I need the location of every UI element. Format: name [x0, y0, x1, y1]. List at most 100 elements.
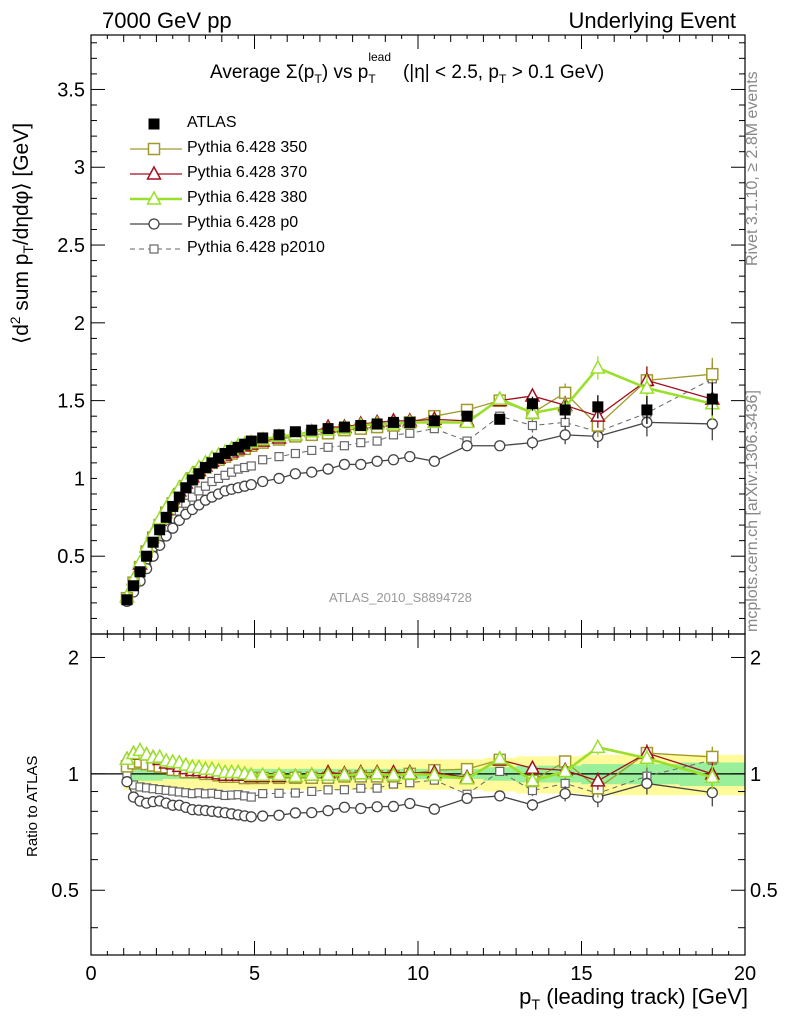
ratio-y-tick-label: 0.5: [51, 880, 79, 902]
data-point-atlas: [180, 482, 192, 494]
data-point-p0: [273, 472, 285, 485]
legend-label-p2010: Pythia 6.428 p2010: [187, 239, 325, 256]
data-point-p0: [355, 458, 367, 471]
ratio-point-p0: [121, 776, 133, 788]
ratio-y-tick-label-right: 0.5: [750, 880, 778, 902]
data-point-atlas: [128, 580, 140, 592]
data-point-p0: [167, 522, 179, 534]
data-point-p0: [428, 455, 441, 467]
data-point-atlas: [387, 416, 399, 428]
data-point-p380: [491, 390, 508, 405]
ratio-point-p2010: [339, 785, 350, 795]
data-point-atlas: [404, 416, 416, 428]
x-tick-label: 0: [85, 963, 96, 985]
data-point-atlas: [273, 429, 285, 441]
legend-label-p0: Pythia 6.428 p0: [187, 214, 299, 231]
data-point-atlas: [371, 418, 383, 430]
data-point-atlas: [245, 435, 257, 447]
ratio-point-p0: [404, 797, 416, 810]
legend-symbol: [148, 118, 160, 130]
ratio-point-p0: [257, 810, 269, 822]
data-point-atlas: [186, 474, 198, 486]
data-point-p2010: [187, 492, 197, 502]
ratio-y-axis-label: Ratio to ATLAS: [24, 755, 41, 857]
data-point-atlas: [160, 511, 172, 523]
ratio-point-p380: [303, 766, 320, 781]
chart-title: Average Σ(pT) vs p lead T (|η| < 2.5, pT >…: [210, 50, 605, 86]
ratio-point-p380: [402, 765, 418, 780]
data-point-atlas: [206, 457, 218, 469]
data-point-p0: [404, 450, 416, 463]
legend-marker-atlas: [148, 118, 160, 130]
data-point-p0: [559, 429, 571, 441]
mcplots-label: mcplots.cern.ch [arXiv:1306.3436]: [744, 390, 761, 632]
ratio-point-p380: [459, 770, 475, 785]
ratio-point-p380: [320, 766, 336, 781]
data-point-atlas: [239, 438, 251, 450]
data-point-p0: [257, 475, 269, 488]
data-point-atlas: [134, 566, 146, 578]
ratio-point-p380: [287, 767, 304, 783]
ratio-point-p2010: [258, 789, 268, 799]
data-point-atlas: [559, 404, 571, 416]
data-point-atlas: [428, 415, 440, 427]
ratio-point-p0: [273, 809, 285, 821]
legend-marker-p2010: [130, 244, 182, 254]
data-point-p2010: [200, 481, 211, 491]
data-point-p2010: [372, 436, 382, 446]
data-point-p0: [526, 436, 539, 449]
ratio-point-p380: [385, 766, 402, 781]
ratio-point-p380: [557, 762, 573, 778]
legend-symbol: [149, 244, 159, 254]
data-point-p2010: [527, 420, 538, 431]
legend-marker-p370: [130, 165, 182, 180]
ratio-point-p2010: [372, 783, 382, 793]
ratio-point-p380: [639, 749, 655, 765]
top-panel-series: [119, 356, 721, 607]
data-point-p2010: [274, 452, 284, 462]
ratio-point-p380: [243, 766, 259, 781]
rivet-version-label: Rivet 3.1.10, ≥ 2.8M events: [744, 71, 761, 266]
data-point-atlas: [199, 462, 211, 474]
data-point-atlas: [147, 536, 159, 548]
process-label: Underlying Event: [568, 8, 736, 33]
data-point-p0: [322, 463, 334, 475]
data-point-atlas: [338, 421, 350, 433]
data-point-p380: [590, 359, 606, 374]
ratio-point-p380: [353, 765, 369, 780]
ratio-point-p2010: [274, 788, 284, 798]
y-tick-label: 1: [74, 468, 85, 490]
data-point-atlas: [141, 550, 153, 562]
data-point-p2010: [405, 428, 415, 438]
y-tick-label: 3.5: [57, 79, 85, 101]
data-point-atlas: [289, 426, 301, 438]
x-tick-label: 10: [407, 963, 429, 985]
data-point-p380: [524, 404, 541, 419]
ratio-point-p0: [526, 799, 539, 811]
data-point-atlas: [167, 500, 179, 512]
ratio-point-p380: [590, 738, 606, 754]
y-tick-label: 2: [74, 313, 85, 335]
legend-symbol: [146, 190, 162, 205]
data-point-atlas: [706, 393, 718, 405]
data-point-atlas: [494, 413, 506, 425]
ratio-point-p0: [461, 792, 473, 804]
ratio-point-p2010: [323, 785, 333, 795]
legend-marker-p380: [130, 190, 182, 205]
ratio-point-p380: [254, 766, 271, 781]
data-point-p380: [639, 379, 655, 394]
data-point-p2010: [339, 441, 350, 451]
ratio-point-p370: [590, 772, 606, 787]
data-point-p0: [245, 478, 257, 491]
ratio-point-p2010: [307, 786, 317, 797]
analysis-tag: ATLAS_2010_S8894728: [329, 590, 472, 605]
data-point-p2010: [258, 455, 268, 465]
legend-symbol: [147, 142, 161, 156]
ratio-point-p2010: [290, 788, 300, 798]
legend-marker-p350: [130, 142, 182, 156]
data-point-atlas: [213, 452, 225, 464]
legend-label-p380: Pythia 6.428 380: [187, 189, 308, 206]
data-point-p2010: [194, 486, 204, 496]
legend-label-atlas: ATLAS: [187, 114, 237, 131]
